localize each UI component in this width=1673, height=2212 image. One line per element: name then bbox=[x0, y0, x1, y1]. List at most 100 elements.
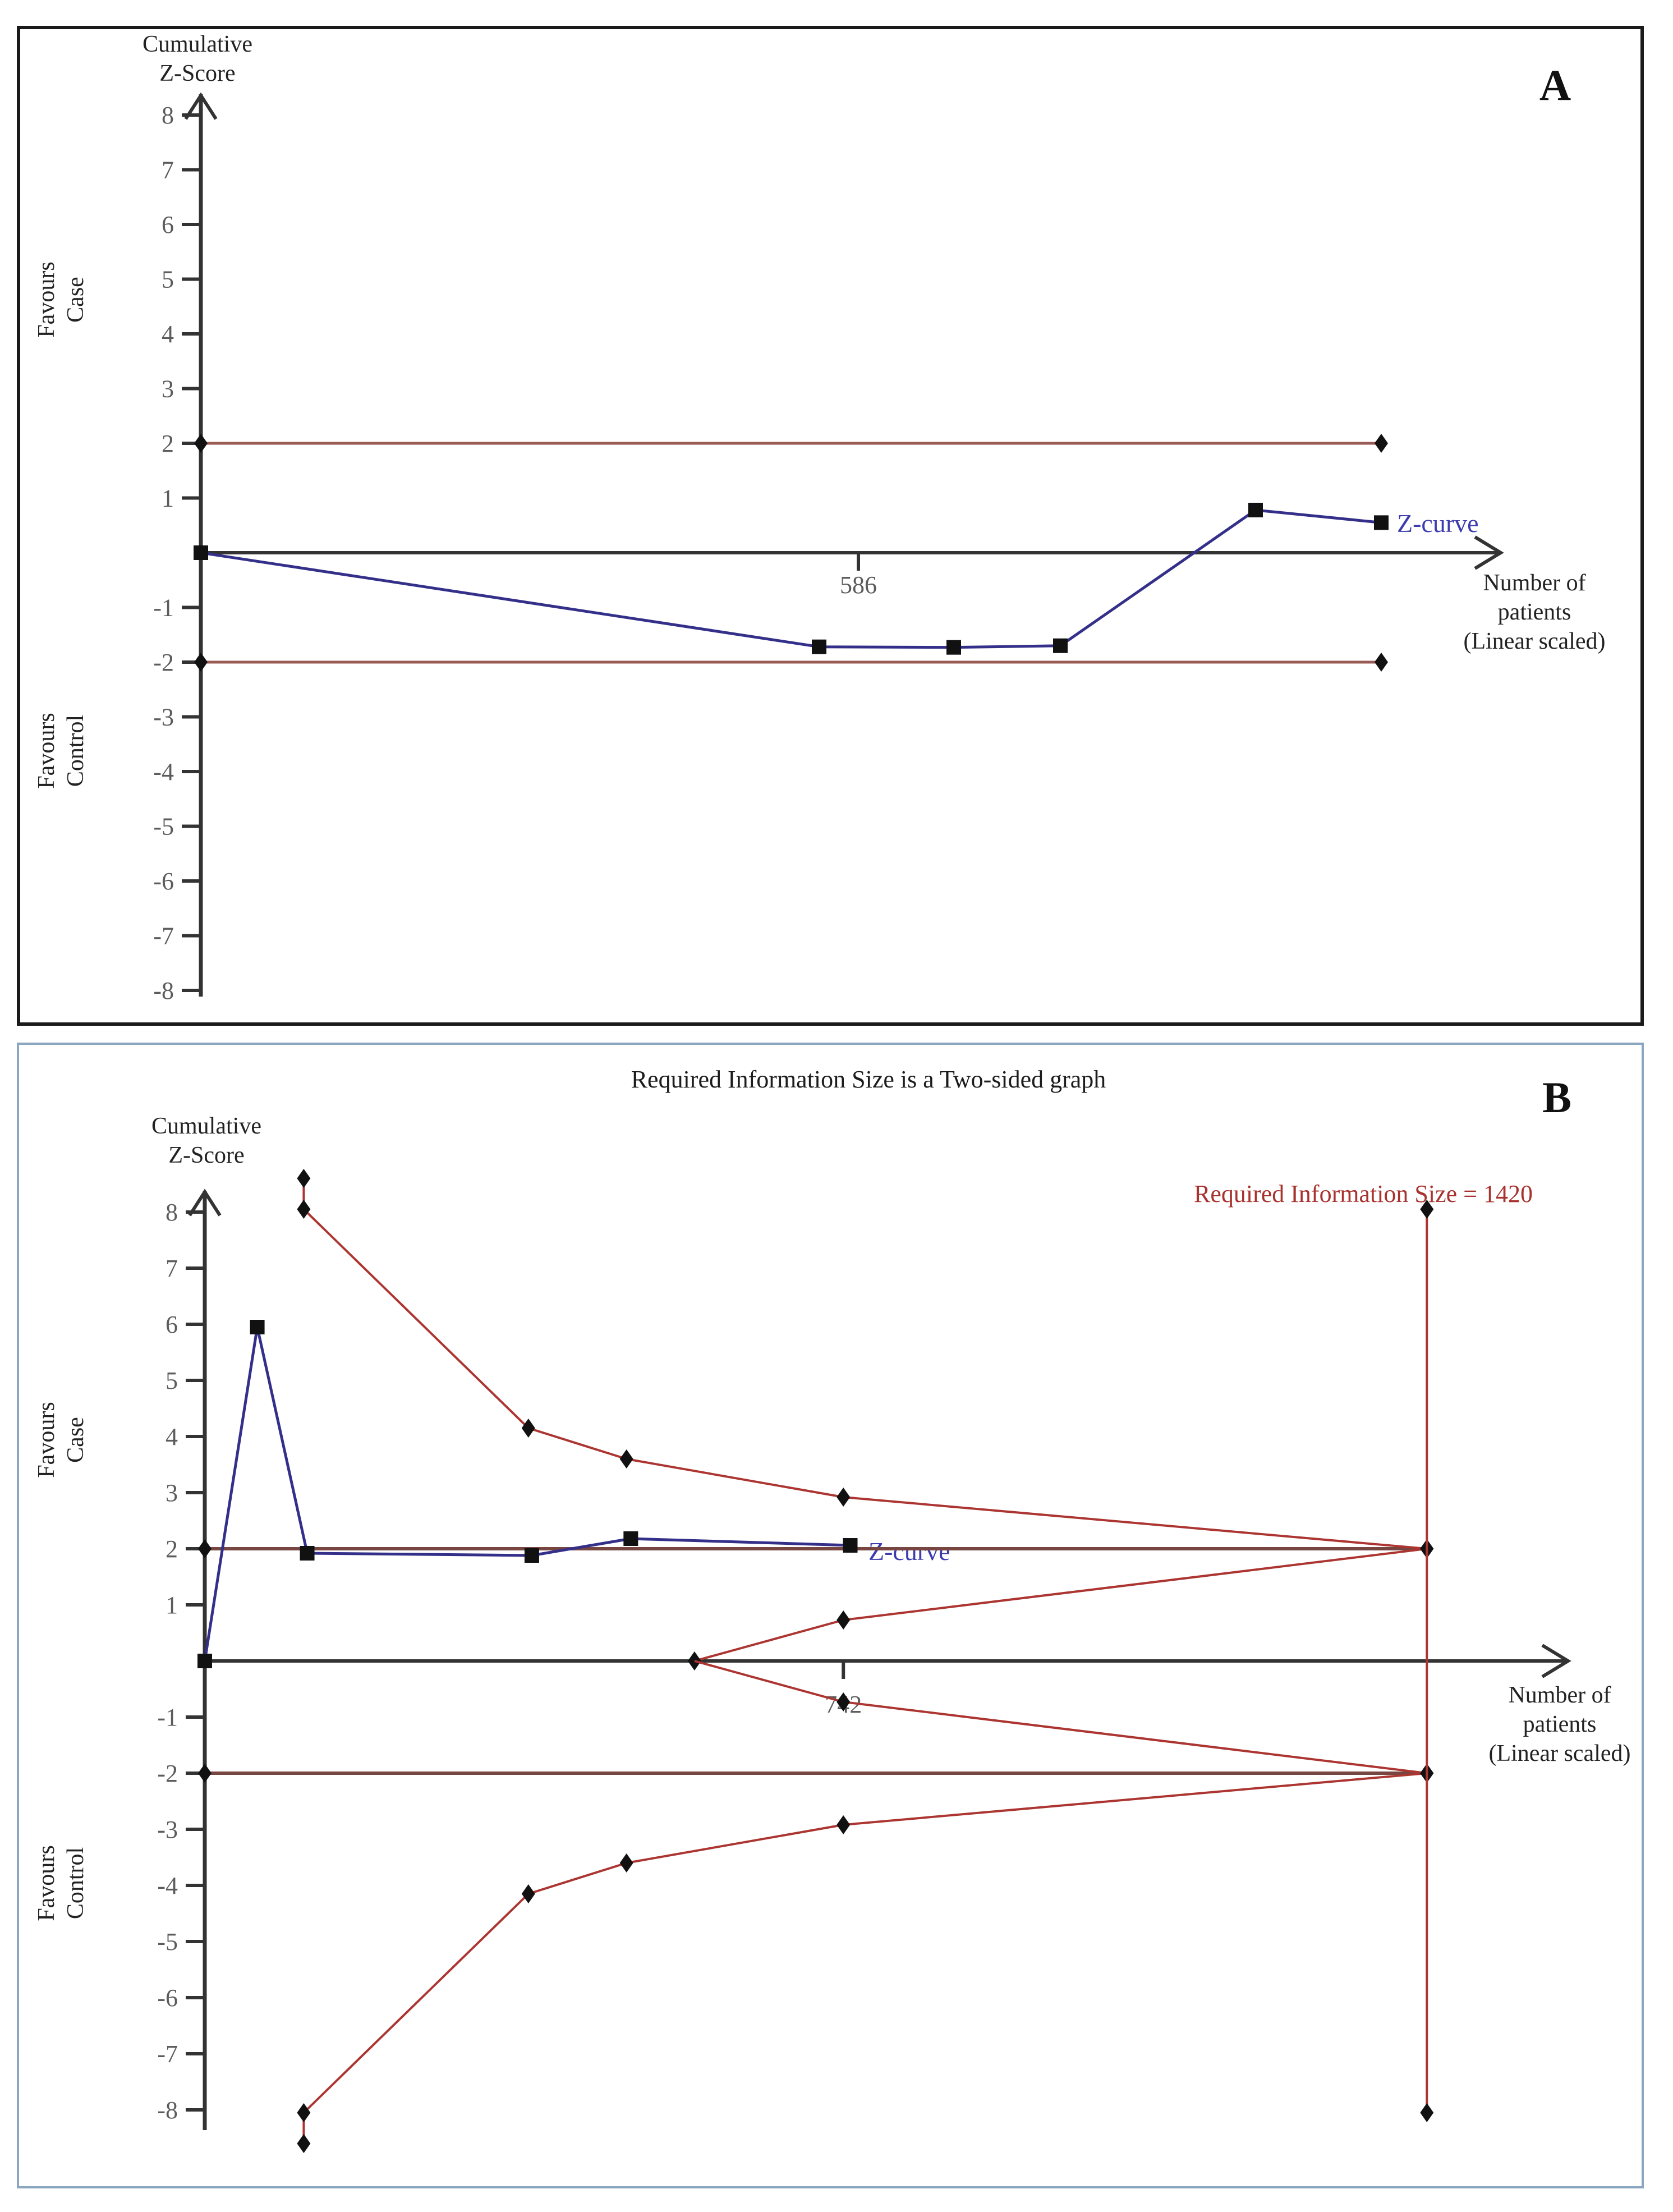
square-marker bbox=[812, 639, 826, 654]
y-tick-label: -5 bbox=[157, 1928, 178, 1956]
y-tick-label: 4 bbox=[166, 1423, 178, 1451]
y-tick-label: 2 bbox=[162, 430, 174, 457]
diamond-marker bbox=[521, 1419, 535, 1438]
square-marker bbox=[194, 545, 208, 560]
series-futility-boundary-lower bbox=[694, 1660, 1434, 1783]
y-tick-label: -1 bbox=[153, 594, 174, 622]
y-tick-label: -3 bbox=[157, 1816, 178, 1843]
panel-b-frame bbox=[17, 1043, 1644, 2188]
panel-b-z-curve-label: Z-curve bbox=[868, 1537, 950, 1566]
diamond-marker bbox=[198, 1539, 212, 1558]
panel-a-favours-case-line2: Case bbox=[63, 277, 89, 323]
panel-a-x-axis-title-line2: patients bbox=[1498, 599, 1571, 625]
series-required-information-size-line bbox=[1420, 1200, 1434, 2122]
square-marker bbox=[1248, 502, 1263, 517]
y-tick-label: 1 bbox=[162, 485, 174, 512]
diamond-marker bbox=[619, 1853, 633, 1873]
y-tick-label: -8 bbox=[153, 977, 174, 1004]
diamond-marker bbox=[521, 1884, 535, 1903]
y-tick-label: -3 bbox=[153, 704, 174, 731]
square-marker bbox=[623, 1531, 638, 1546]
diamond-marker bbox=[836, 1692, 851, 1711]
panel-b-x-axis-title-line3: (Linear scaled) bbox=[1488, 1741, 1630, 1766]
y-tick-label: -8 bbox=[157, 2096, 178, 2124]
panel-a-favours-control-line2: Control bbox=[63, 715, 89, 787]
y-tick-label: 7 bbox=[166, 1255, 178, 1282]
y-tick-label: -7 bbox=[153, 923, 174, 950]
panel-b-y-axis-title-line1: Cumulative bbox=[151, 1113, 261, 1139]
panel-a-favours-control-line1: Favours bbox=[34, 713, 59, 788]
panel-a-y-axis-title-line1: Cumulative bbox=[143, 31, 252, 57]
square-marker bbox=[524, 1548, 539, 1563]
diamond-marker bbox=[297, 1200, 311, 1219]
diamond-marker bbox=[836, 1815, 851, 1834]
diamond-marker bbox=[836, 1610, 851, 1630]
y-tick-label: -2 bbox=[153, 649, 174, 676]
square-marker bbox=[197, 1654, 212, 1668]
panel-a: Cumulative Z-Score A Favours Case Favour… bbox=[34, 31, 1606, 1004]
y-tick-label: -6 bbox=[157, 1984, 178, 2012]
x-tick-label: 586 bbox=[840, 571, 877, 599]
y-tick-label: 2 bbox=[166, 1535, 178, 1563]
series-alpha-spending-boundary-lower bbox=[297, 1764, 1434, 2153]
panel-a-x-axis-title-line3: (Linear scaled) bbox=[1463, 628, 1605, 654]
square-marker bbox=[1374, 515, 1389, 530]
y-tick-label: -5 bbox=[153, 813, 174, 841]
diamond-marker bbox=[1420, 1200, 1434, 1219]
y-tick-label: -4 bbox=[157, 1872, 178, 1899]
panel-a-plot: 8 7 6 5 4 3 2 1 -1 -2 -3 -4 -5 -6 -7 -8 586 bbox=[153, 92, 1504, 1004]
y-tick-label: 8 bbox=[162, 102, 174, 129]
series-conventional-boundary-upper bbox=[194, 434, 1388, 453]
y-tick-label: 6 bbox=[166, 1311, 178, 1338]
panel-a-x-axis-title-line1: Number of bbox=[1483, 570, 1585, 596]
diamond-marker bbox=[198, 1764, 212, 1783]
series-futility-boundary-upper bbox=[687, 1539, 1434, 1671]
diamond-marker bbox=[297, 1169, 311, 1188]
y-tick-label: 5 bbox=[162, 266, 174, 293]
diamond-marker bbox=[297, 2134, 311, 2153]
panel-b-title: Required Information Size is a Two-sided… bbox=[631, 1066, 1106, 1093]
panel-a-z-curve-label: Z-curve bbox=[1397, 509, 1479, 538]
square-marker bbox=[843, 1538, 858, 1553]
panel-b-y-axis-title-line2: Z-Score bbox=[168, 1142, 244, 1168]
diamond-marker bbox=[836, 1488, 851, 1507]
panel-b-favours-control-line2: Control bbox=[63, 1847, 89, 1919]
y-tick-label: 4 bbox=[162, 320, 174, 348]
square-marker bbox=[300, 1546, 315, 1561]
diamond-marker bbox=[1375, 434, 1388, 453]
y-tick-label: 7 bbox=[162, 157, 174, 184]
x-axis-arrowhead bbox=[1474, 535, 1504, 570]
panel-b: Required Information Size is a Two-sided… bbox=[34, 1066, 1631, 2153]
series-line-alpha-spending-boundary-upper bbox=[302, 1178, 1427, 1550]
panel-b-letter: B bbox=[1542, 1073, 1571, 1122]
y-tick-label: 3 bbox=[166, 1479, 178, 1507]
diamond-marker bbox=[619, 1449, 633, 1468]
diamond-marker bbox=[297, 2103, 311, 2122]
y-tick-label: -6 bbox=[153, 868, 174, 895]
y-axis-arrowhead bbox=[184, 92, 218, 120]
series-conventional-boundary-lower bbox=[194, 653, 1388, 672]
series-line-z-curve bbox=[203, 1325, 851, 1662]
panel-b-x-axis-title-line1: Number of bbox=[1508, 1682, 1611, 1708]
series-line-futility-boundary-upper bbox=[694, 1548, 1427, 1662]
y-tick-label: -7 bbox=[157, 2040, 178, 2068]
square-marker bbox=[1053, 638, 1068, 653]
square-marker bbox=[250, 1320, 265, 1334]
panel-b-favours-control-line1: Favours bbox=[34, 1845, 59, 1921]
panel-a-favours-case-line1: Favours bbox=[34, 261, 59, 337]
panel-b-favours-case-line1: Favours bbox=[34, 1402, 59, 1477]
series-line-alpha-spending-boundary-lower bbox=[302, 1772, 1427, 2144]
diamond-marker bbox=[1420, 2103, 1434, 2122]
panel-a-y-axis-title-line2: Z-Score bbox=[159, 61, 235, 86]
panel-b-x-axis-title-line2: patients bbox=[1523, 1711, 1597, 1737]
series-line-futility-boundary-lower bbox=[694, 1660, 1427, 1774]
series-alpha-spending-boundary-upper bbox=[297, 1169, 1434, 1558]
panel-b-ris-label: Required Information Size = 1420 bbox=[1194, 1180, 1533, 1208]
y-tick-label: 1 bbox=[166, 1591, 178, 1619]
y-tick-label: -2 bbox=[157, 1760, 178, 1787]
series-z-curve bbox=[197, 1320, 858, 1668]
diamond-marker bbox=[1375, 653, 1388, 672]
panel-b-favours-case-line2: Case bbox=[63, 1417, 89, 1463]
